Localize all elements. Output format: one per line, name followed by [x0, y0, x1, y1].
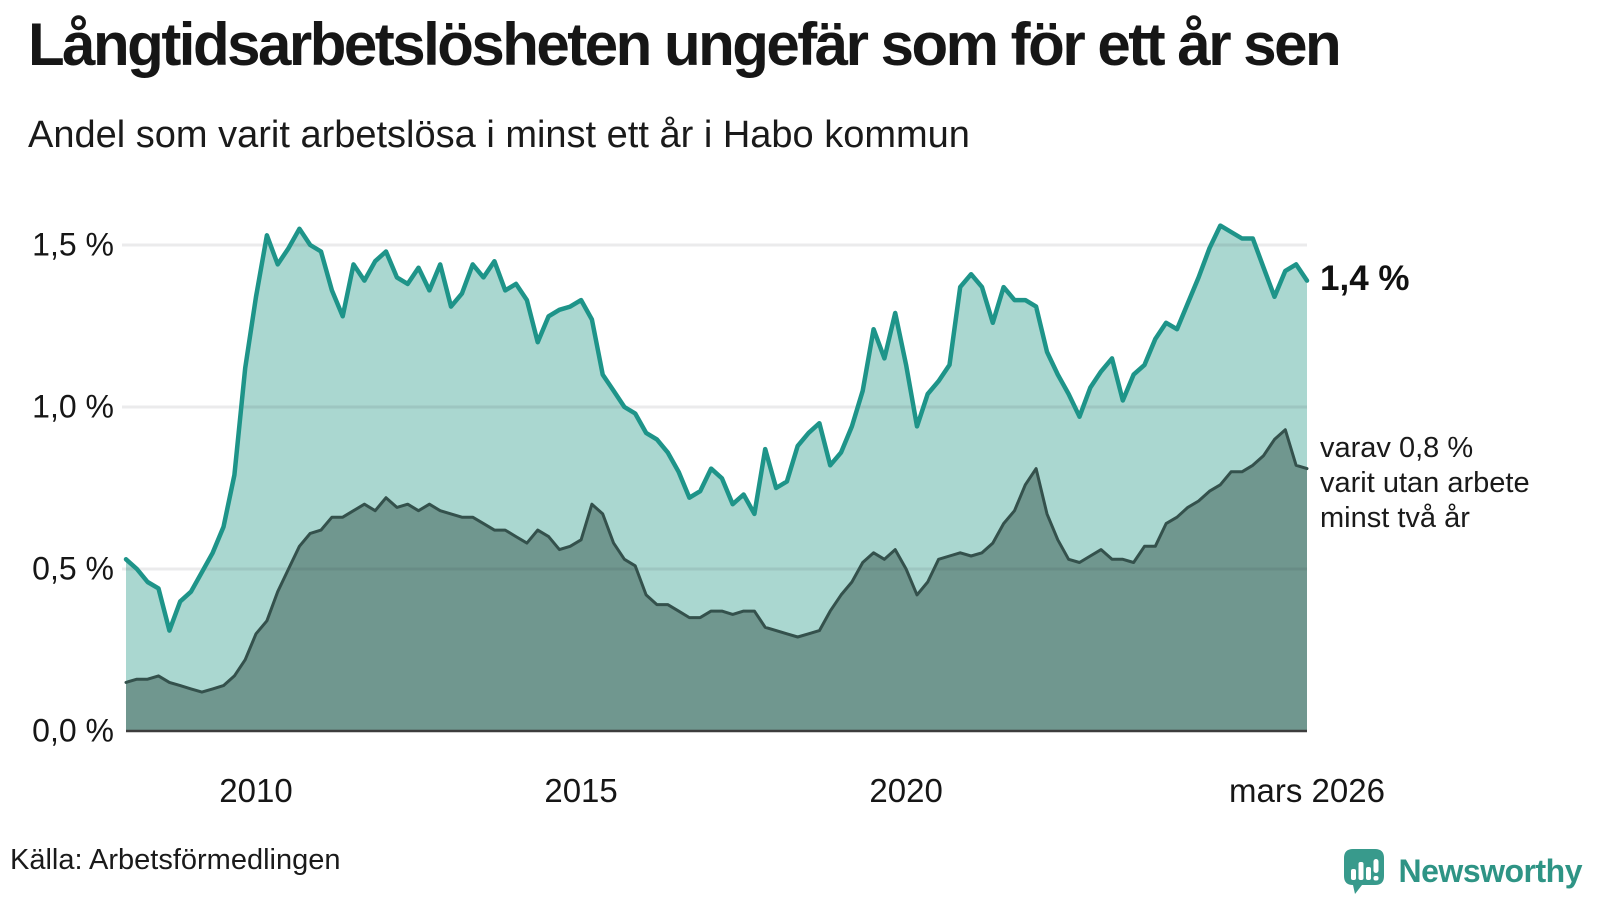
x-tick-label: 2010 [219, 772, 293, 809]
series-fill-1 [126, 429, 1307, 731]
page-title: Långtidsarbetslösheten ungefär som för e… [28, 11, 1342, 78]
annotation-line: varav 0,8 % [1320, 431, 1474, 464]
series-end-value-label: 1,4 % [1320, 258, 1410, 298]
newsworthy-brand: Newsworthy [1339, 846, 1583, 896]
exclamation-dot [1373, 876, 1379, 881]
y-tick-label: 1,0 % [32, 388, 114, 425]
source-credit: Källa: Arbetsförmedlingen [10, 844, 341, 876]
newsworthy-logo-icon [1343, 849, 1384, 894]
x-tick-label: 2020 [869, 772, 943, 809]
annotation-line: varit utan arbete [1320, 466, 1530, 499]
exclamation-bar [1373, 859, 1379, 873]
series2-annotation: varav 0,8 % varit utan arbete minst två … [1320, 431, 1530, 536]
series-line-0 [123, 223, 1310, 633]
x-tick-label: mars 2026 [1229, 772, 1385, 809]
bar-1 [1350, 869, 1356, 880]
annotation-line: minst två år [1320, 501, 1470, 534]
bar-2 [1358, 862, 1364, 880]
x-tick-label: 2015 [544, 772, 618, 809]
page-subtitle: Andel som varit arbetslösa i minst ett å… [28, 114, 970, 156]
bar-3 [1365, 867, 1371, 880]
y-tick-label: 0,5 % [32, 550, 114, 587]
y-tick-label: 0,0 % [32, 712, 114, 749]
series-line-1 [124, 428, 1309, 694]
y-tick-label: 1,5 % [32, 226, 114, 263]
brand-name: Newsworthy [1398, 852, 1583, 889]
